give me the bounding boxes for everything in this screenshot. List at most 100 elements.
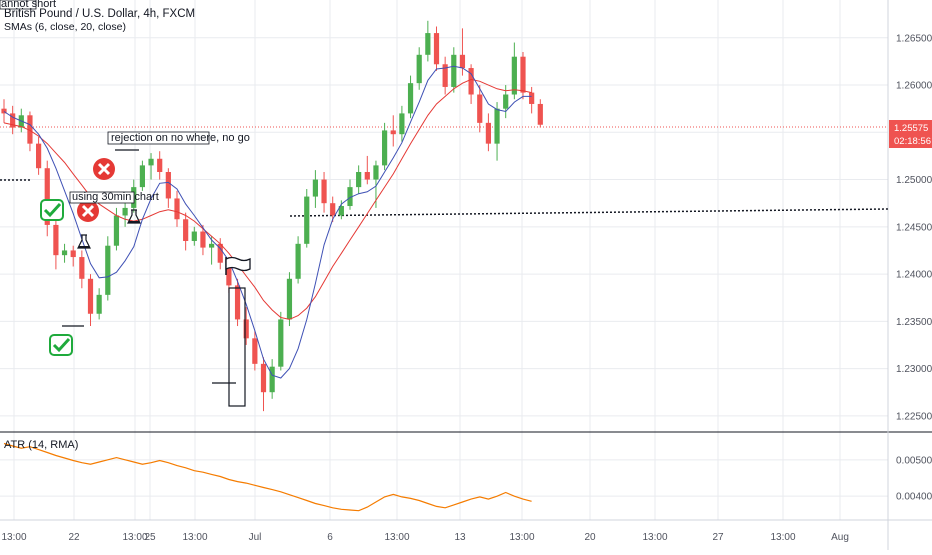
price-axis[interactable]: 1.265001.260001.255001.250001.245001.240… <box>896 33 932 422</box>
candle <box>338 200 344 220</box>
candle-body <box>382 130 388 166</box>
candle <box>494 102 500 161</box>
highlight-rectangle[interactable] <box>228 287 246 407</box>
candle <box>165 168 171 208</box>
time-tick-label: 13:00 <box>384 532 409 543</box>
candle <box>529 86 535 114</box>
candle <box>157 151 163 180</box>
candle-body <box>1 108 7 114</box>
candle <box>36 137 42 175</box>
checkmark-icon[interactable] <box>49 334 73 356</box>
candle <box>321 172 327 213</box>
candle-body <box>191 231 197 241</box>
price-tick-label: 1.23000 <box>896 364 932 375</box>
candle-body <box>70 250 76 258</box>
candle-body <box>416 54 422 84</box>
candle <box>79 250 85 289</box>
time-tick-label: 13:00 <box>122 532 147 543</box>
candle <box>70 245 76 267</box>
candle <box>537 99 543 128</box>
time-tick-label: 13 <box>454 532 466 543</box>
candle <box>27 111 33 152</box>
candle-body <box>520 56 526 93</box>
candle-body <box>269 366 275 393</box>
atr-legend[interactable]: ATR (14, RMA) <box>4 439 78 451</box>
candle <box>468 64 474 104</box>
flag-icon[interactable] <box>225 256 251 275</box>
candle-body <box>243 319 249 339</box>
price-tick-label: 1.26000 <box>896 81 932 92</box>
candle <box>416 47 422 90</box>
candle-body <box>157 158 163 172</box>
time-tick-label: 13:00 <box>182 532 207 543</box>
atr-tick-label: 0.00400 <box>896 492 932 503</box>
candle <box>278 311 284 371</box>
time-tick-label: 13:00 <box>770 532 795 543</box>
candle-body <box>165 172 171 199</box>
note-cannot-short[interactable]: annot short <box>0 0 56 10</box>
note-using-chart-text: using 30min chart <box>72 191 159 203</box>
candle-body <box>278 319 284 367</box>
cross-icon[interactable] <box>77 200 99 222</box>
checkmark-icon[interactable] <box>40 199 64 221</box>
candle-body <box>407 83 414 114</box>
candle-body <box>347 187 353 207</box>
support-line-right[interactable] <box>289 208 889 217</box>
candle <box>148 153 154 180</box>
candle-body <box>252 338 258 364</box>
candle-body <box>373 165 379 180</box>
candle <box>260 357 267 412</box>
candle-body <box>304 196 310 244</box>
price-tick-label: 1.22500 <box>896 411 932 422</box>
candle-body <box>330 203 336 216</box>
cross-icon[interactable] <box>93 158 115 180</box>
note-rejection[interactable]: rejection on no where, no go <box>107 131 250 145</box>
candles <box>1 20 543 412</box>
candle-body <box>494 108 500 144</box>
candle <box>347 179 353 210</box>
candle <box>442 56 448 95</box>
candle <box>44 160 50 237</box>
candle <box>243 307 249 345</box>
atr-line <box>3 442 532 512</box>
candle-body <box>529 92 535 104</box>
candle <box>312 170 318 208</box>
candle-body <box>209 243 215 248</box>
candle <box>485 113 491 152</box>
candle <box>61 243 68 263</box>
last-price-label: 1.25575 <box>894 123 928 134</box>
time-tick-label: 13:00 <box>642 532 667 543</box>
candle <box>511 42 517 100</box>
time-tick-label: 25 <box>144 532 156 543</box>
note-cannot-short-text: annot short <box>1 0 56 10</box>
candle <box>399 105 405 142</box>
atr-axis[interactable]: 0.00500 0.00400 <box>896 455 932 502</box>
candle <box>105 236 111 301</box>
last-price-tag: 1.25575 02:18:56 <box>889 120 932 148</box>
flask-icon[interactable] <box>77 234 91 249</box>
note-using-chart[interactable]: using 30min chart <box>69 191 159 204</box>
flask-icon[interactable] <box>127 209 141 224</box>
price-tick-label: 1.25000 <box>896 175 932 186</box>
candle <box>139 160 145 191</box>
candle-body <box>174 198 180 220</box>
time-tick-label: Jul <box>249 532 262 543</box>
indicator-legend[interactable]: SMAs (6, close, 20, close) <box>4 21 126 33</box>
candle <box>433 26 440 71</box>
candle-body <box>139 165 145 188</box>
time-tick-label: 20 <box>584 532 596 543</box>
sma-6-line <box>3 65 532 379</box>
candle-body <box>451 54 457 87</box>
candle-body <box>468 68 474 95</box>
candle <box>407 75 414 119</box>
candle <box>200 224 206 256</box>
candle <box>53 215 59 270</box>
candle-body <box>226 262 232 286</box>
candle-body <box>477 94 483 123</box>
symbol-title[interactable]: British Pound / U.S. Dollar, 4h, FXCM <box>4 8 196 20</box>
candle <box>520 51 526 100</box>
candle <box>390 115 396 147</box>
